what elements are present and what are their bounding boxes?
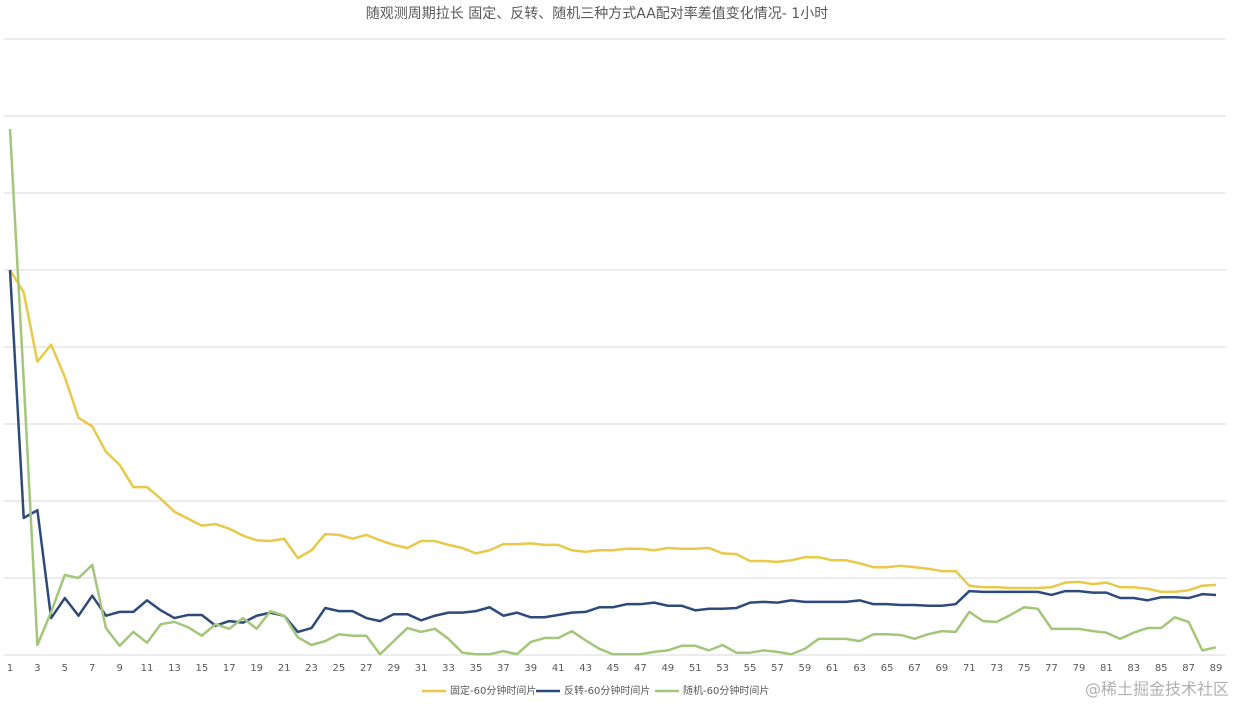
x-tick-label: 27 <box>360 663 373 674</box>
x-tick-label: 35 <box>470 663 483 674</box>
series-line <box>8 269 1217 634</box>
x-tick-label: 1 <box>7 663 13 674</box>
x-tick-label: 3 <box>34 663 40 674</box>
x-tick-label: 53 <box>716 663 729 674</box>
x-tick-label: 25 <box>333 663 346 674</box>
x-tick-label: 43 <box>579 663 592 674</box>
x-tick-label: 85 <box>1155 663 1168 674</box>
x-tick-label: 87 <box>1182 663 1195 674</box>
x-tick-label: 13 <box>168 663 181 674</box>
legend-label: 固定-60分钟时间片 <box>450 684 536 697</box>
x-tick-label: 7 <box>89 663 95 674</box>
x-tick-label: 55 <box>744 663 757 674</box>
x-tick-label: 75 <box>1018 663 1031 674</box>
x-tick-label: 89 <box>1210 663 1223 674</box>
x-tick-label: 31 <box>415 663 428 674</box>
watermark: @稀土掘金技术社区 <box>1085 680 1229 699</box>
chart-title: 随观测周期拉长 固定、反转、随机三种方式AA配对率差值变化情况- 1小时 <box>366 5 828 22</box>
x-tick-label: 47 <box>634 663 647 674</box>
x-tick-label: 57 <box>771 663 784 674</box>
x-tick-label: 21 <box>278 663 291 674</box>
x-tick-label: 83 <box>1127 663 1140 674</box>
x-tick-label: 29 <box>387 663 400 674</box>
x-tick-label: 73 <box>990 663 1003 674</box>
x-tick-label: 79 <box>1073 663 1086 674</box>
x-tick-label: 69 <box>936 663 949 674</box>
x-tick-label: 77 <box>1045 663 1058 674</box>
x-tick-label: 71 <box>963 663 976 674</box>
x-tick-label: 9 <box>116 663 122 674</box>
series-line <box>8 269 1217 594</box>
x-tick-label: 17 <box>223 663 236 674</box>
x-tick-label: 23 <box>305 663 318 674</box>
x-tick-label: 67 <box>908 663 921 674</box>
series-line <box>8 129 1217 656</box>
x-tick-label: 15 <box>195 663 208 674</box>
x-tick-label: 37 <box>497 663 510 674</box>
x-tick-label: 45 <box>607 663 620 674</box>
x-tick-label: 65 <box>881 663 894 674</box>
x-tick-label: 5 <box>62 663 68 674</box>
x-tick-label: 63 <box>853 663 866 674</box>
x-tick-label: 51 <box>689 663 702 674</box>
x-tick-label: 33 <box>442 663 455 674</box>
x-tick-label: 49 <box>661 663 674 674</box>
x-tick-label: 41 <box>552 663 565 674</box>
x-tick-label: 61 <box>826 663 839 674</box>
x-tick-label: 11 <box>141 663 154 674</box>
x-tick-label: 19 <box>250 663 263 674</box>
legend-label: 反转-60分钟时间片 <box>564 684 650 697</box>
x-tick-label: 81 <box>1100 663 1113 674</box>
x-tick-label: 59 <box>798 663 811 674</box>
legend-label: 随机-60分钟时间片 <box>683 684 769 697</box>
x-tick-label: 39 <box>524 663 537 674</box>
